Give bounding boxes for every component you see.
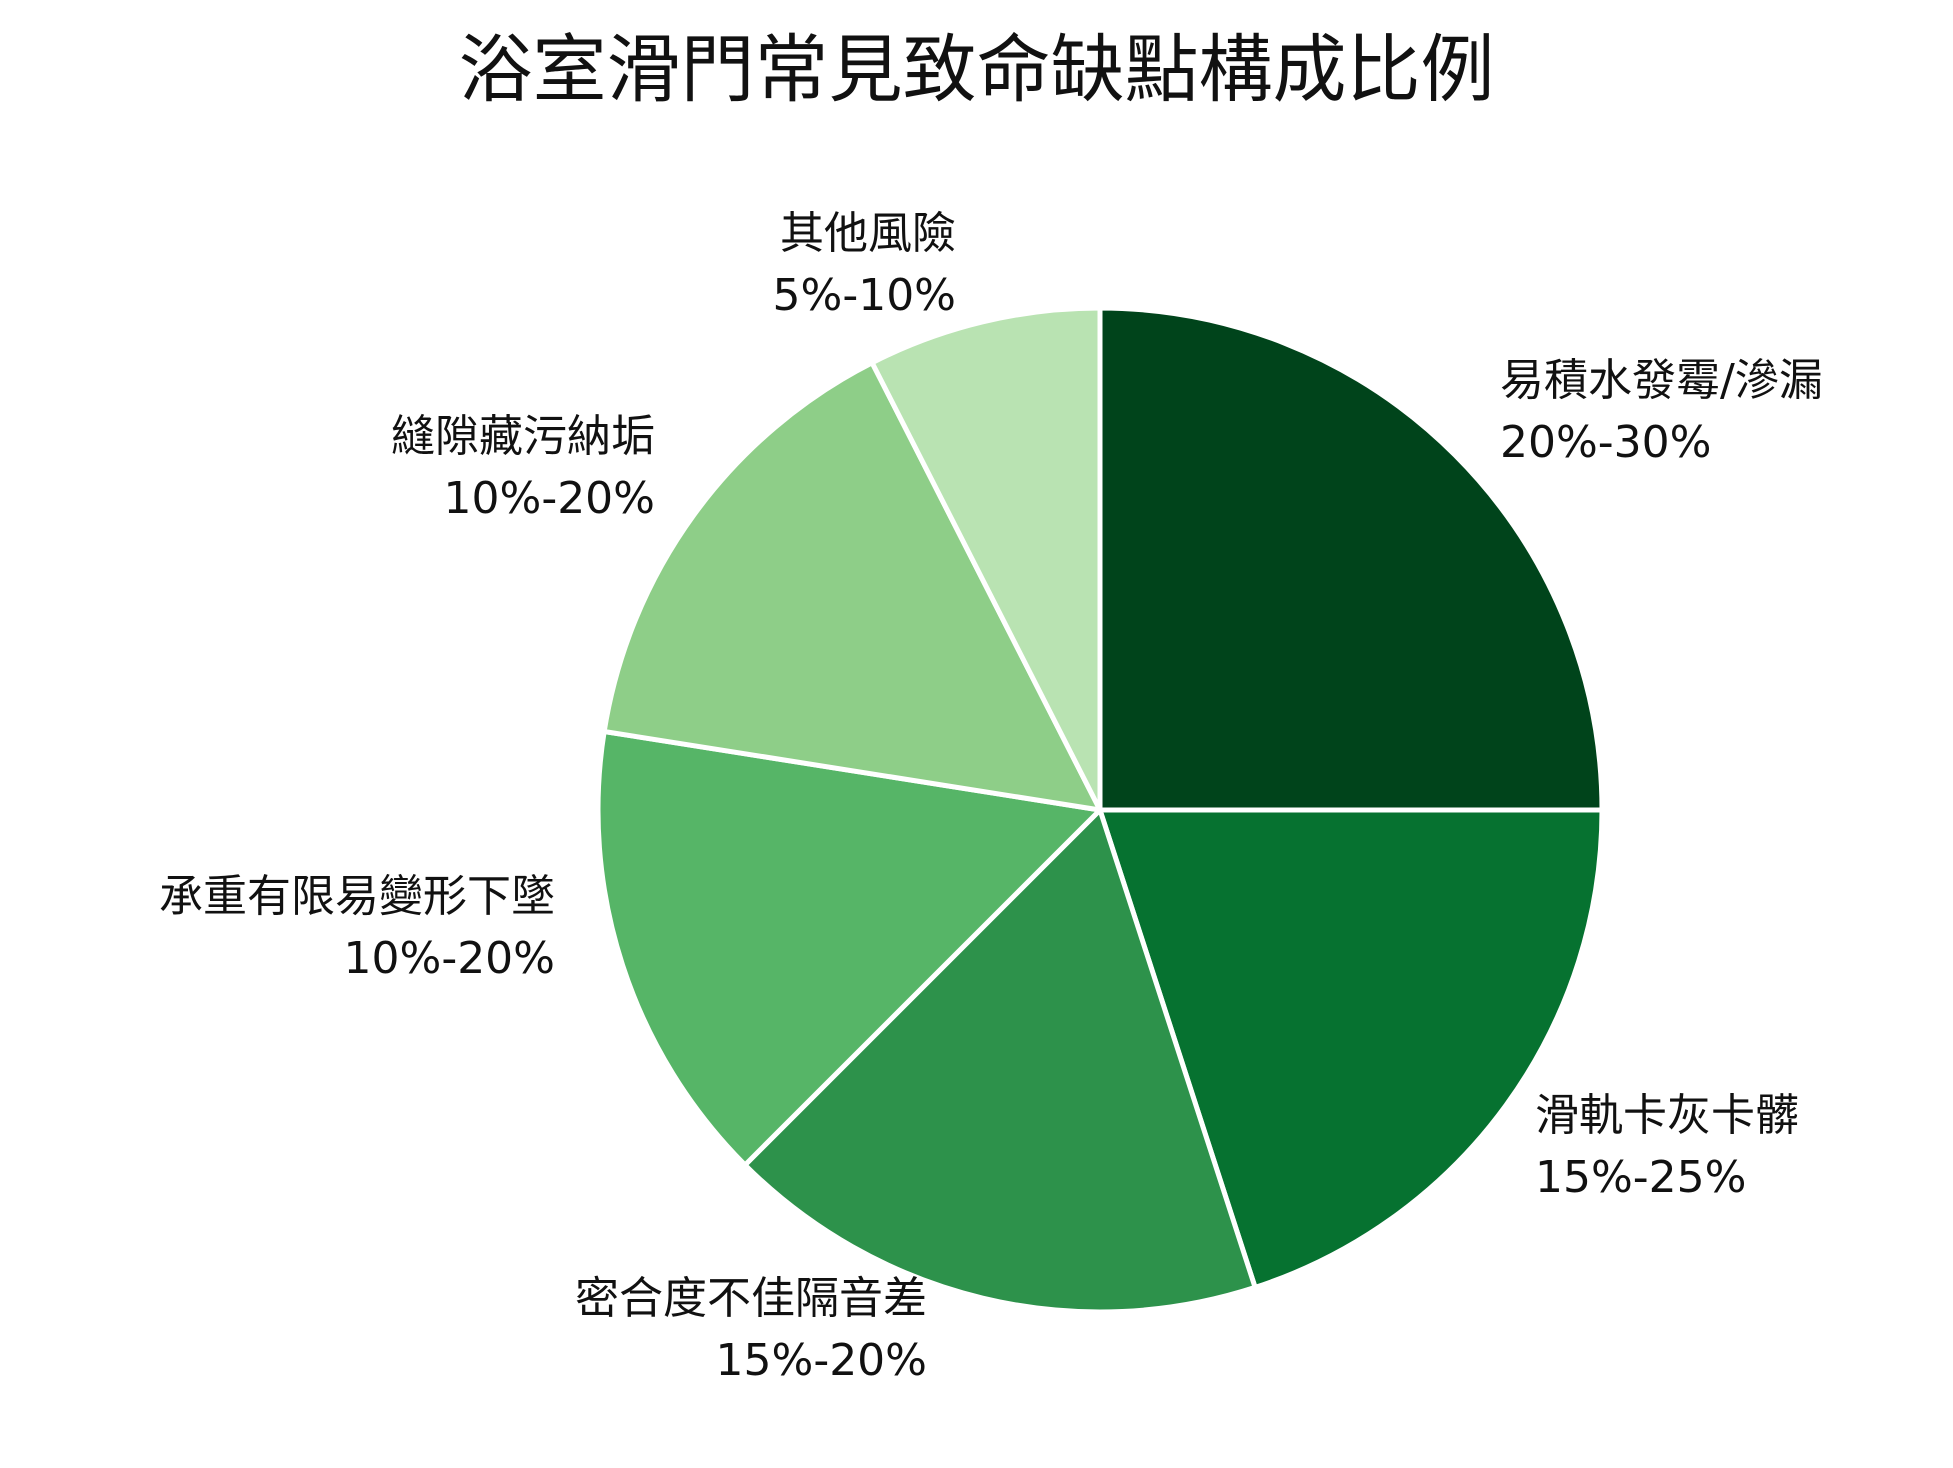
pie-slice-4	[601, 360, 1103, 813]
slice-range: 15%-20%	[715, 1335, 927, 1386]
slice-range: 15%-25%	[1535, 1152, 1747, 1203]
pie-slice-2	[742, 807, 1258, 1315]
slice-name: 易積水發霉/滲漏	[1500, 355, 1823, 406]
slice-label-load-sag: 承重有限易變形下墜 10%-20%	[159, 866, 555, 990]
slice-range: 10%-20%	[443, 473, 655, 524]
pie-slice-5	[869, 305, 1103, 813]
slice-name: 密合度不佳隔音差	[575, 1273, 927, 1324]
slice-name: 縫隙藏污納垢	[391, 411, 655, 462]
slice-name: 其他風險	[780, 208, 956, 259]
slice-name: 滑軌卡灰卡髒	[1535, 1090, 1799, 1141]
slice-label-track-dirt: 滑軌卡灰卡髒 15%-25%	[1535, 1085, 1799, 1209]
slice-range: 10%-20%	[343, 933, 555, 984]
slice-label-poor-seal: 密合度不佳隔音差 15%-20%	[575, 1268, 927, 1392]
slice-label-other-risk: 其他風險 5%-10%	[773, 203, 956, 327]
pie-slice-3	[595, 728, 1103, 1168]
slice-label-gap-dirt: 縫隙藏污納垢 10%-20%	[391, 406, 655, 530]
slice-name: 承重有限易變形下墜	[159, 871, 555, 922]
slice-range: 5%-10%	[772, 270, 956, 321]
pie-slice-0	[1097, 305, 1605, 813]
pie-slice-1	[1097, 807, 1605, 1290]
slice-range: 20%-30%	[1500, 417, 1712, 468]
chart-title: 浴室滑門常見致命缺點構成比例	[458, 27, 1495, 113]
slice-label-mold-leak: 易積水發霉/滲漏 20%-30%	[1500, 350, 1823, 474]
